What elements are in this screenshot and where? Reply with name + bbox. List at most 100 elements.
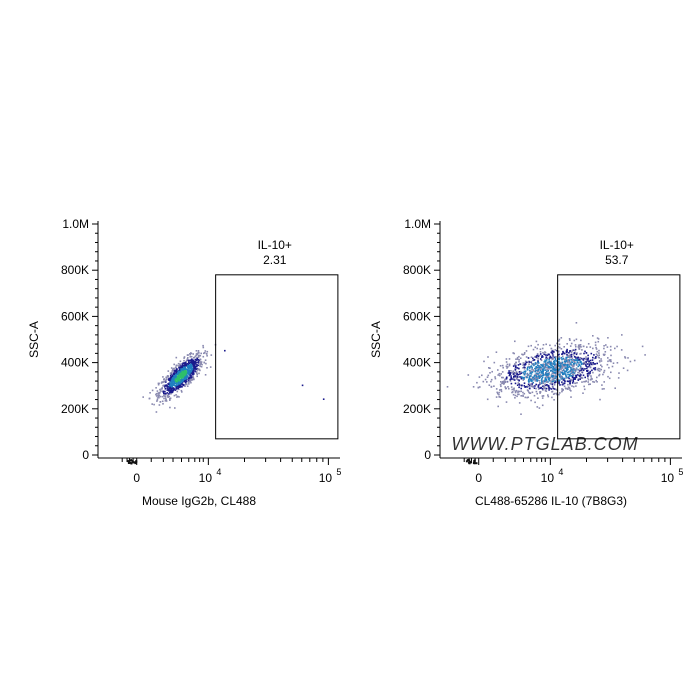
event-dot bbox=[573, 377, 575, 379]
event-dot bbox=[574, 359, 576, 361]
event-dot bbox=[597, 369, 600, 372]
event-dot bbox=[589, 383, 591, 385]
event-dot bbox=[588, 383, 590, 386]
event-dot bbox=[569, 373, 571, 376]
event-dot bbox=[568, 359, 570, 361]
event-dot bbox=[526, 376, 528, 379]
event-dot bbox=[200, 352, 202, 355]
event-dot bbox=[518, 386, 520, 389]
event-dot bbox=[607, 375, 609, 378]
event-dot bbox=[175, 364, 178, 367]
event-dot bbox=[587, 357, 589, 359]
event-dot bbox=[188, 360, 190, 362]
event-dot bbox=[542, 351, 544, 354]
event-dot bbox=[549, 363, 552, 366]
event-dot bbox=[542, 369, 544, 372]
event-dot bbox=[165, 378, 168, 381]
event-dot bbox=[594, 368, 596, 371]
event-dot bbox=[173, 384, 175, 386]
event-dot bbox=[598, 352, 600, 354]
event-dot bbox=[178, 369, 181, 371]
event-dot bbox=[517, 378, 519, 381]
event-dot bbox=[501, 376, 503, 379]
event-dot bbox=[188, 383, 190, 385]
event-dot bbox=[537, 366, 539, 368]
event-dot bbox=[550, 351, 553, 354]
event-dot bbox=[569, 339, 571, 341]
event-dot bbox=[510, 375, 512, 377]
event-dot bbox=[572, 370, 574, 372]
event-dot bbox=[171, 375, 174, 377]
event-dot bbox=[590, 375, 592, 377]
event-dot bbox=[174, 378, 177, 380]
event-dot bbox=[500, 388, 503, 391]
event-dot bbox=[617, 377, 620, 379]
event-dot bbox=[509, 372, 512, 374]
event-dot bbox=[127, 462, 130, 464]
event-dot bbox=[187, 369, 189, 372]
event-dot bbox=[523, 366, 525, 368]
event-dot bbox=[547, 361, 549, 364]
event-dot bbox=[539, 370, 542, 372]
event-dot bbox=[196, 357, 198, 360]
event-dot bbox=[508, 370, 510, 372]
event-dot bbox=[184, 364, 186, 367]
event-dot bbox=[537, 397, 539, 399]
event-dot bbox=[539, 387, 541, 389]
event-dot bbox=[569, 357, 571, 359]
event-dot bbox=[175, 386, 178, 389]
event-dot bbox=[604, 353, 606, 356]
event-dot bbox=[542, 368, 544, 370]
event-dot bbox=[557, 363, 559, 365]
event-dot bbox=[535, 369, 537, 371]
event-dot bbox=[586, 363, 589, 365]
event-dot bbox=[560, 361, 562, 364]
event-dot bbox=[178, 388, 180, 391]
event-dot bbox=[162, 403, 164, 405]
event-dot bbox=[571, 385, 573, 387]
event-dot bbox=[188, 379, 190, 381]
event-dot bbox=[596, 362, 598, 365]
event-dot bbox=[173, 388, 176, 390]
event-dot bbox=[159, 391, 161, 394]
event-dot bbox=[547, 366, 550, 369]
event-dot bbox=[472, 386, 475, 388]
event-dot bbox=[584, 380, 587, 383]
event-dot bbox=[537, 388, 540, 390]
event-dot bbox=[514, 340, 516, 343]
event-dot bbox=[506, 367, 508, 369]
gate-rectangle bbox=[557, 274, 681, 440]
event-dot bbox=[605, 344, 607, 346]
event-dot bbox=[553, 361, 556, 364]
event-dot bbox=[174, 369, 177, 372]
event-dot bbox=[514, 382, 517, 385]
event-dot bbox=[171, 378, 173, 380]
event-dot bbox=[518, 355, 520, 358]
event-dot bbox=[644, 354, 646, 356]
event-dot bbox=[512, 365, 515, 367]
event-dot bbox=[169, 406, 171, 409]
event-dot bbox=[543, 365, 546, 368]
event-dot bbox=[557, 371, 560, 373]
event-dot bbox=[540, 374, 542, 376]
event-dot bbox=[568, 338, 571, 340]
event-dot bbox=[579, 345, 581, 348]
event-dot bbox=[587, 375, 589, 377]
event-dot bbox=[467, 374, 470, 376]
event-dot bbox=[180, 386, 183, 388]
event-dot bbox=[515, 358, 517, 360]
event-dot bbox=[563, 352, 566, 355]
event-dot bbox=[562, 379, 565, 381]
event-dot bbox=[607, 357, 609, 359]
event-dot bbox=[587, 366, 589, 368]
event-dot bbox=[566, 361, 569, 363]
event-dot bbox=[557, 364, 560, 366]
event-dot bbox=[564, 373, 567, 375]
event-dot bbox=[193, 360, 195, 363]
event-dot bbox=[552, 371, 555, 374]
event-dot bbox=[206, 350, 209, 353]
event-dot bbox=[510, 378, 513, 380]
event-dot bbox=[566, 364, 569, 366]
event-dot bbox=[555, 363, 558, 365]
event-dot bbox=[572, 365, 575, 368]
